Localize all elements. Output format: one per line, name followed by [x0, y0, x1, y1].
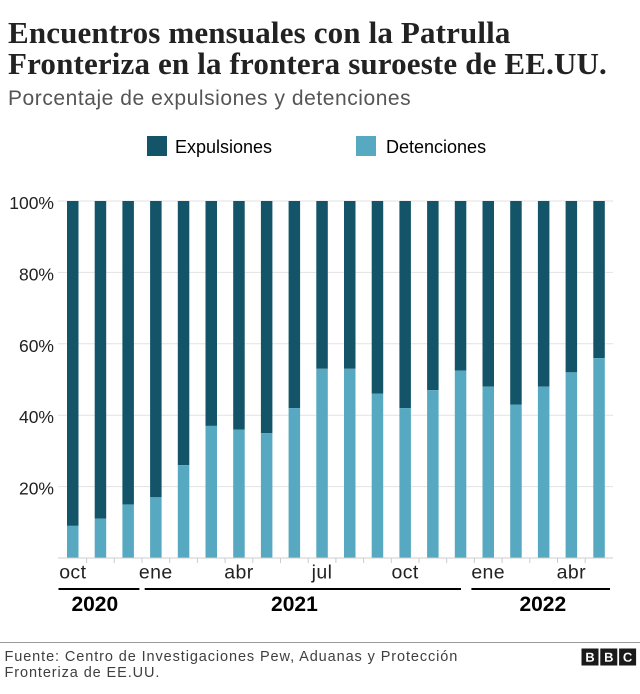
- svg-text:2020: 2020: [71, 593, 118, 616]
- svg-text:40%: 40%: [19, 407, 54, 427]
- svg-text:60%: 60%: [19, 336, 54, 356]
- svg-text:ene: ene: [139, 562, 173, 584]
- svg-text:abr: abr: [224, 562, 253, 584]
- svg-text:80%: 80%: [19, 264, 54, 284]
- svg-text:oct: oct: [59, 562, 86, 584]
- svg-text:jul: jul: [311, 562, 333, 584]
- svg-text:2022: 2022: [519, 593, 566, 616]
- svg-text:ene: ene: [471, 562, 505, 584]
- svg-text:20%: 20%: [19, 479, 54, 499]
- svg-text:abr: abr: [557, 562, 586, 584]
- svg-text:oct: oct: [391, 562, 418, 584]
- svg-text:2021: 2021: [271, 593, 318, 616]
- svg-text:100%: 100%: [9, 193, 54, 213]
